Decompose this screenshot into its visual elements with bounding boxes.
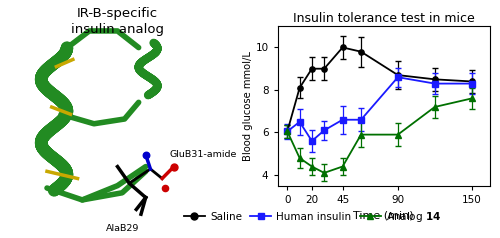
Point bbox=[142, 153, 150, 157]
Legend: Saline, Human insulin, Analog $\mathbf{14}$: Saline, Human insulin, Analog $\mathbf{1… bbox=[180, 205, 445, 228]
Y-axis label: Blood glucose mmol/L: Blood glucose mmol/L bbox=[242, 51, 252, 161]
Title: Insulin tolerance test in mice: Insulin tolerance test in mice bbox=[293, 12, 474, 25]
X-axis label: Time (min): Time (min) bbox=[354, 210, 414, 220]
Point bbox=[160, 186, 168, 190]
Point bbox=[170, 165, 178, 169]
Text: IR-B-specific
insulin analog: IR-B-specific insulin analog bbox=[71, 7, 164, 36]
Text: AlaB29: AlaB29 bbox=[106, 224, 139, 233]
Text: GluB31-amide: GluB31-amide bbox=[169, 150, 236, 159]
